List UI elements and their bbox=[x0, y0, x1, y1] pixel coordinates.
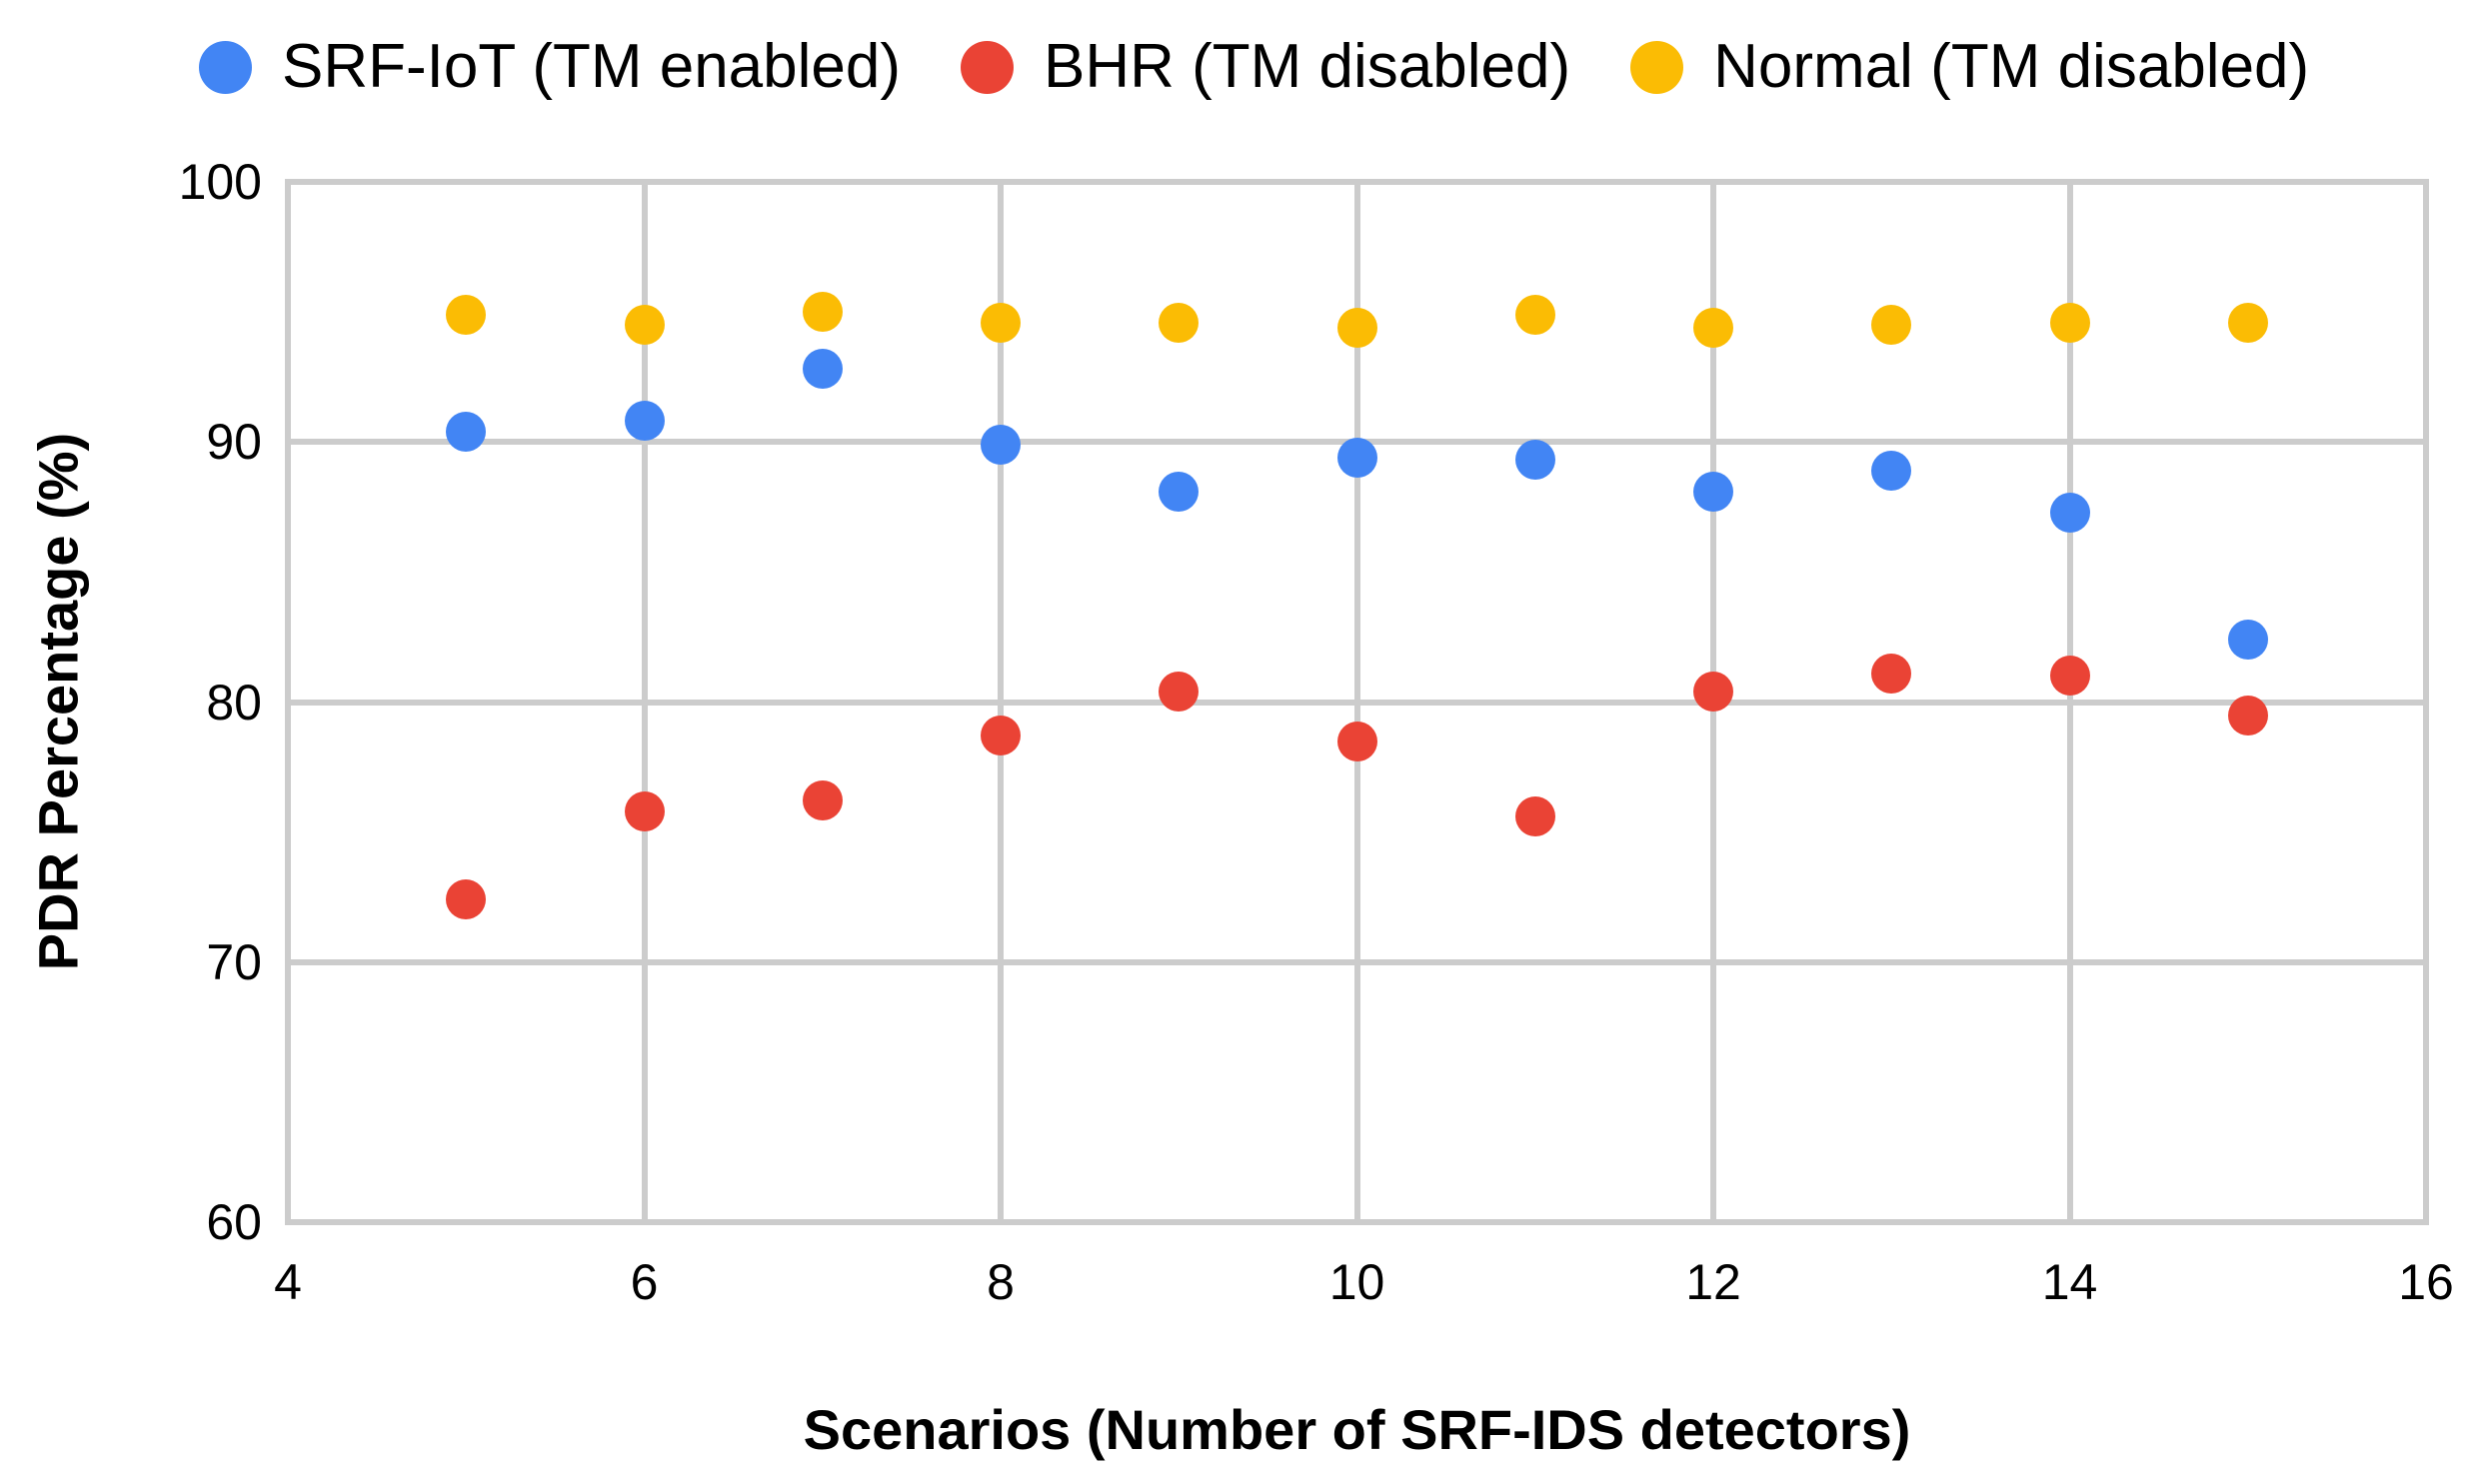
x-tick-label-10: 10 bbox=[1328, 1254, 1385, 1310]
x-tick-label-8: 8 bbox=[987, 1254, 1015, 1310]
data-point bbox=[1693, 471, 1733, 512]
data-point bbox=[1336, 437, 1377, 478]
y-tick-label-90: 90 bbox=[206, 414, 262, 471]
gridline-x-14 bbox=[2066, 179, 2073, 1225]
gridline-x-8 bbox=[998, 179, 1004, 1225]
data-point bbox=[624, 790, 665, 831]
data-point bbox=[2049, 656, 2090, 697]
gridline-x-4 bbox=[285, 179, 291, 1225]
data-point bbox=[1159, 672, 1200, 713]
chart-legend: SRF-IoT (TM enabled) BHR (TM disabled) Nor… bbox=[199, 22, 2309, 112]
gridline-x-16 bbox=[2423, 179, 2429, 1225]
legend-item-1: BHR (TM disabled) bbox=[961, 36, 1570, 98]
data-point bbox=[624, 305, 665, 346]
data-point bbox=[802, 292, 843, 333]
data-point bbox=[802, 780, 843, 821]
legend-dot-icon bbox=[961, 40, 1015, 94]
data-point bbox=[981, 302, 1021, 343]
data-point bbox=[1336, 721, 1377, 761]
data-point bbox=[446, 294, 487, 335]
data-point bbox=[981, 716, 1021, 756]
x-tick-label-6: 6 bbox=[630, 1254, 659, 1310]
data-point bbox=[446, 879, 487, 920]
data-point bbox=[1693, 307, 1733, 348]
data-point bbox=[1159, 302, 1200, 343]
data-point bbox=[624, 401, 665, 442]
y-tick-label-80: 80 bbox=[206, 674, 262, 731]
data-point bbox=[446, 411, 487, 452]
data-point bbox=[1871, 305, 1912, 346]
data-point bbox=[1336, 307, 1377, 348]
y-tick-label-70: 70 bbox=[206, 933, 262, 990]
legend-label: Normal (TM disabled) bbox=[1713, 32, 2310, 101]
data-point bbox=[2049, 302, 2090, 343]
data-point bbox=[2049, 492, 2090, 533]
legend-label: BHR (TM disabled) bbox=[1044, 32, 1571, 101]
data-point bbox=[1159, 471, 1200, 512]
data-point bbox=[1871, 653, 1912, 694]
legend-dot-icon bbox=[199, 40, 252, 94]
legend-item-2: Normal (TM disabled) bbox=[1630, 36, 2309, 98]
data-point bbox=[1514, 294, 1555, 335]
x-tick-label-4: 4 bbox=[274, 1254, 302, 1310]
legend-label: SRF-IoT (TM enabled) bbox=[282, 32, 902, 101]
gridline-x-6 bbox=[641, 179, 648, 1225]
x-tick-label-12: 12 bbox=[1685, 1254, 1741, 1310]
data-point bbox=[2227, 695, 2268, 736]
data-point bbox=[1693, 672, 1733, 713]
data-point bbox=[1871, 450, 1912, 491]
data-point bbox=[2227, 620, 2268, 661]
gridline-x-10 bbox=[1353, 179, 1360, 1225]
x-tick-label-16: 16 bbox=[2398, 1254, 2454, 1310]
data-point bbox=[981, 424, 1021, 465]
data-point bbox=[1514, 440, 1555, 481]
plot-area bbox=[285, 179, 2429, 1225]
data-point bbox=[1514, 796, 1555, 836]
data-point bbox=[802, 349, 843, 390]
y-tick-label-60: 60 bbox=[206, 1194, 262, 1250]
y-tick-label-100: 100 bbox=[178, 154, 262, 210]
x-tick-label-14: 14 bbox=[2041, 1254, 2098, 1310]
legend-item-0: SRF-IoT (TM enabled) bbox=[199, 36, 901, 98]
x-axis-title: Scenarios (Number of SRF-IDS detectors) bbox=[803, 1398, 1911, 1461]
legend-dot-icon bbox=[1630, 40, 1684, 94]
data-point bbox=[2227, 302, 2268, 343]
